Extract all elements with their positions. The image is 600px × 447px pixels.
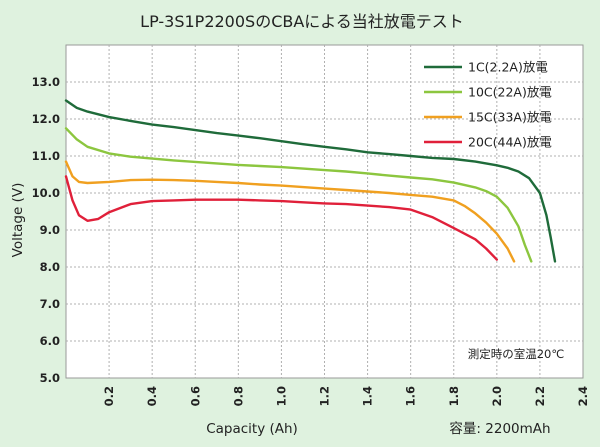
capacity-note: 容量: 2200mAh — [449, 420, 550, 437]
x-tick-label: 0.4 — [145, 386, 159, 406]
x-tick-label: 1.8 — [447, 386, 461, 406]
y-tick-label: 12.0 — [32, 112, 60, 126]
y-axis-label: Voltage (V) — [10, 183, 26, 258]
legend-label-0: 1C(2.2A)放電 — [468, 60, 548, 75]
x-tick-label: 2.0 — [490, 386, 504, 406]
legend: 1C(2.2A)放電 10C(22A)放電 15C(33A)放電 20C(44A)放電 — [424, 60, 552, 150]
x-tick-label: 0.8 — [231, 386, 245, 406]
grid-lines — [66, 45, 583, 378]
x-axis-ticks: 0.2 0.4 0.6 0.8 1.0 1.2 1.4 1.6 1.8 2.0 2.2 2.4 — [102, 386, 590, 406]
legend-label-1: 10C(22A)放電 — [468, 85, 552, 100]
x-tick-label: 1.4 — [361, 386, 375, 406]
y-tick-label: 13.0 — [32, 75, 60, 89]
y-tick-label: 8.0 — [40, 260, 60, 274]
x-tick-label: 1.2 — [318, 386, 332, 406]
y-tick-label: 6.0 — [40, 334, 60, 348]
series-lines — [64, 99, 557, 263]
y-tick-label: 7.0 — [40, 297, 60, 311]
x-axis-label: Capacity (Ah) — [206, 421, 298, 437]
x-tick-label: 2.2 — [533, 386, 547, 406]
y-tick-label: 5.0 — [40, 371, 60, 385]
room-temperature-note: 測定時の室温20℃ — [468, 347, 565, 361]
x-tick-label: 1.0 — [274, 386, 288, 406]
y-tick-label: 9.0 — [40, 223, 60, 237]
x-tick-label: 1.6 — [404, 386, 418, 406]
series-line-3 — [64, 175, 498, 261]
legend-label-2: 15C(33A)放電 — [468, 110, 552, 125]
series-line-1 — [64, 127, 533, 263]
y-tick-label: 11.0 — [32, 149, 60, 163]
x-tick-label: 0.2 — [102, 386, 116, 406]
y-axis-ticks: 5.0 6.0 7.0 8.0 9.0 10.0 11.0 12.0 13.0 — [32, 75, 60, 385]
legend-label-3: 20C(44A)放電 — [468, 135, 552, 150]
chart-title: LP-3S1P2200SのCBAによる当社放電テスト — [140, 12, 464, 31]
x-tick-label: 0.6 — [188, 386, 202, 406]
y-tick-label: 10.0 — [32, 186, 60, 200]
x-tick-label: 2.4 — [576, 386, 590, 406]
series-line-0 — [64, 99, 557, 263]
series-line-2 — [64, 160, 516, 263]
